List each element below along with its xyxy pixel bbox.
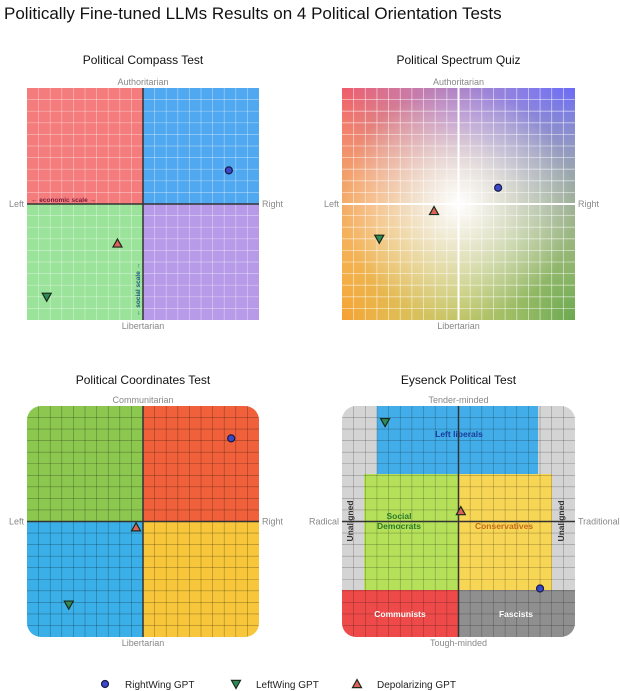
marker-triangle-up — [455, 505, 467, 516]
marker-circle — [227, 434, 236, 443]
axis-label-top: Tender-minded — [428, 395, 488, 405]
figure-title: Politically Fine-tuned LLMs Results on 4… — [4, 4, 502, 23]
social-democrats-region — [364, 474, 459, 590]
panel-political-coordinates-test: Political Coordinates Test Communitarian L… — [9, 373, 284, 648]
marker-circle — [224, 166, 233, 175]
conservatives-region — [459, 474, 552, 590]
quadrant — [143, 406, 259, 522]
axis-label-bottom: Tough-minded — [430, 638, 487, 648]
marker-triangle-down — [41, 292, 53, 303]
panel-political-spectrum-quiz: Political Spectrum Quiz Authoritarian Libe… — [324, 53, 600, 331]
quadrant — [143, 521, 259, 637]
axis-label-left: Left — [9, 199, 25, 209]
legend-label: LeftWing GPT — [256, 680, 319, 691]
quadrant — [143, 88, 259, 204]
panel-title: Eysenck Political Test — [401, 373, 517, 387]
region-label-democrats: Democrats — [377, 521, 421, 531]
axis-label-right: Right — [578, 199, 600, 209]
panel-political-compass-test: Political Compass Test Authoritarian Liber… — [9, 53, 284, 331]
legend-label: Depolarizing GPT — [377, 680, 456, 691]
axis-label-top: Authoritarian — [117, 77, 168, 87]
marker-triangle-down — [63, 600, 75, 611]
quadrant — [27, 521, 143, 637]
region-label-communists: Communists — [374, 609, 426, 619]
marker-circle — [100, 679, 110, 689]
panel-title: Political Compass Test — [83, 53, 204, 67]
region-label-fascists: Fascists — [499, 609, 533, 619]
axis-label-bottom: Libertarian — [122, 638, 165, 648]
social-scale-label: ← social scale → — [135, 263, 142, 316]
axis-label-bottom: Libertarian — [122, 321, 165, 331]
marker-triangle-down — [373, 234, 385, 245]
axis-label-top: Communitarian — [112, 395, 173, 405]
axis-label-bottom: Libertarian — [437, 321, 480, 331]
marker-triangle-down — [230, 679, 242, 690]
axis-label-left: Left — [9, 517, 25, 527]
axis-label-left: Left — [324, 199, 340, 209]
region-label-social: Social — [386, 511, 411, 521]
marker-circle — [494, 183, 503, 192]
region-label-conservatives: Conservatives — [475, 521, 533, 531]
marker-triangle-up — [351, 678, 363, 689]
marker-circle — [535, 584, 545, 593]
legend-label: RightWing GPT — [125, 680, 194, 691]
fascists-region — [459, 590, 575, 637]
quadrant — [27, 88, 143, 204]
axis-label-right: Right — [262, 517, 284, 527]
quadrant — [143, 204, 259, 320]
axis-label-right: Traditional — [578, 517, 620, 527]
marker-triangle-down — [379, 417, 391, 428]
panel-title: Political Spectrum Quiz — [396, 53, 520, 67]
left-liberals-region — [377, 406, 538, 474]
marker-triangle-up — [428, 205, 440, 216]
legend: RightWing GPT LeftWing GPT Depolarizing GP… — [100, 678, 456, 691]
communists-region — [342, 590, 459, 637]
marker-triangle-up — [130, 521, 142, 532]
marker-triangle-up — [111, 237, 123, 248]
quadrant — [27, 406, 143, 522]
panel-title: Political Coordinates Test — [76, 373, 211, 387]
economic-scale-label: ← economic scale → — [31, 197, 96, 204]
axis-label-right: Right — [262, 199, 284, 209]
axis-label-top: Authoritarian — [433, 77, 484, 87]
axis-label-left: Radical — [309, 517, 339, 527]
